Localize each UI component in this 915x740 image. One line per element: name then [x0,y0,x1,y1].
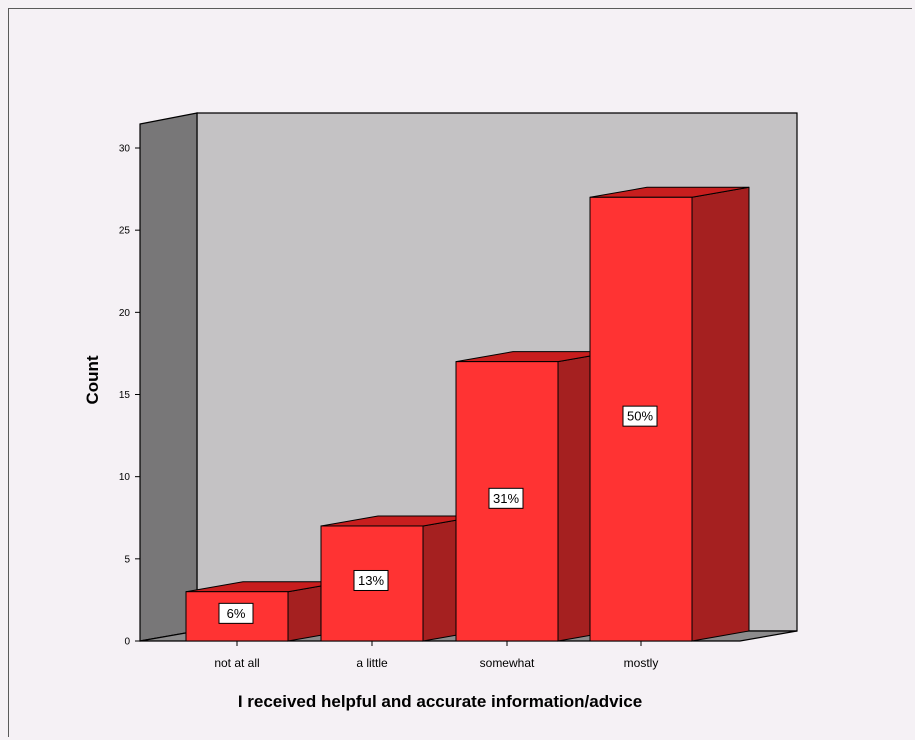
x-axis: not at all a little somewhat mostly [214,641,658,670]
y-tick-label: 15 [119,390,131,401]
data-label-box [622,405,658,427]
y-tick-label: 30 [119,144,131,155]
y-tick-label: 25 [119,226,131,237]
y-axis: 0 5 10 15 20 25 30 [119,124,141,648]
bar-mostly: 50% [589,186,750,642]
data-label-box [488,487,524,509]
side-wall [139,112,198,642]
x-tick-label: a little [356,656,388,670]
data-label: 50% [627,409,653,424]
data-label: 31% [493,491,519,506]
data-label-box [353,569,389,591]
data-label: 6% [227,606,246,621]
x-tick-label: not at all [214,656,259,670]
bars: 6% 13% 31% 50% [185,186,750,642]
y-axis-title: Count [83,355,102,404]
y-tick-label: 10 [119,472,131,483]
data-label: 13% [358,573,384,588]
x-tick-label: somewhat [480,656,535,670]
x-axis-title: I received helpful and accurate informat… [238,692,642,711]
bar-a-little: 13% [320,515,481,642]
bar-side [691,186,750,642]
chart-frame [8,8,912,737]
data-label-box [218,602,254,624]
x-tick-label: mostly [624,656,659,670]
y-tick-label: 5 [124,554,130,565]
y-tick-label: 0 [124,637,130,648]
y-tick-label: 20 [119,308,131,319]
